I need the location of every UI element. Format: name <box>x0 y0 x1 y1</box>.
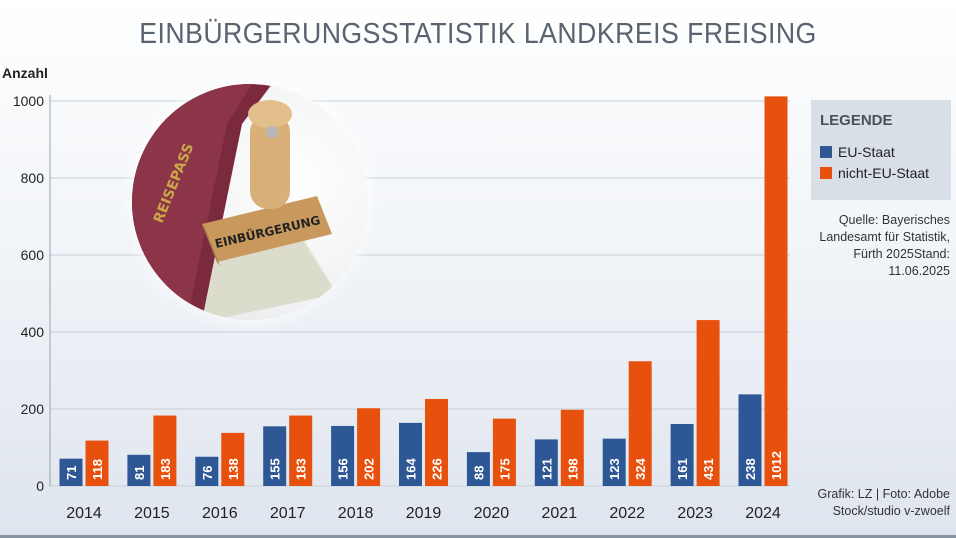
bar-non-eu <box>764 96 788 486</box>
y-tick-label: 600 <box>21 247 45 263</box>
legend-title: LEGENDE <box>820 112 893 129</box>
bar-non-eu <box>221 432 245 486</box>
bar-non-eu <box>425 398 448 486</box>
legend-label-eu: EU-Staat <box>838 144 895 160</box>
bar-value-label: 1012 <box>769 451 784 480</box>
bar-value-label: 431 <box>701 458 716 480</box>
bar-value-label: 183 <box>158 458 173 480</box>
legend: LEGENDE EU-Staat nicht-EU-Staat <box>811 100 951 200</box>
bar-eu <box>399 422 422 486</box>
bar-non-eu <box>696 320 720 486</box>
bar-value-label: 164 <box>404 458 419 480</box>
bar-value-label: 138 <box>226 458 241 480</box>
bar-eu <box>263 426 287 486</box>
bar-eu <box>602 438 626 486</box>
bar-value-label: 123 <box>607 458 622 480</box>
bar-non-eu <box>560 409 584 486</box>
bar-value-label: 198 <box>565 458 580 480</box>
legend-swatch-eu <box>820 146 832 158</box>
bar-eu <box>466 452 490 486</box>
x-tick-label: 2024 <box>745 505 781 522</box>
x-tick-label: 2014 <box>66 505 102 522</box>
page-title: EINBÜRGERUNGSSTATISTIK LANDKREIS FREISIN… <box>139 18 817 50</box>
bar-value-label: 175 <box>497 458 512 480</box>
bar-eu <box>59 458 83 486</box>
credit-note: Grafik: LZ | Foto: Adobe Stock/studio v-… <box>817 487 950 518</box>
y-tick-label: 400 <box>21 324 45 340</box>
bar-non-eu <box>153 415 177 486</box>
bar-value-label: 202 <box>362 458 377 480</box>
legend-item-eu: EU-Staat <box>820 144 895 160</box>
bar-eu <box>738 394 762 486</box>
bottom-border <box>0 535 956 538</box>
bar-value-label: 88 <box>471 466 486 480</box>
bar-value-label: 226 <box>430 458 445 480</box>
bar-value-label: 118 <box>90 459 105 480</box>
y-axis-label: Anzahl <box>2 65 48 81</box>
legend-label-non-eu: nicht-EU-Staat <box>838 165 930 181</box>
x-tick-label: 2015 <box>134 505 170 522</box>
x-tick-label: 2019 <box>406 505 442 522</box>
bar-non-eu <box>357 408 381 486</box>
x-tick-label: 2018 <box>338 505 374 522</box>
x-tick-label: 2021 <box>542 505 578 522</box>
x-tick-label: 2020 <box>474 505 510 522</box>
x-tick-label: 2022 <box>609 505 645 522</box>
y-tick-label: 200 <box>21 401 45 417</box>
bar-value-label: 71 <box>64 466 79 480</box>
legend-swatch-non-eu <box>820 167 832 179</box>
bar-value-label: 76 <box>200 466 215 480</box>
x-tick-label: 2017 <box>270 505 306 522</box>
bar-non-eu <box>628 361 652 486</box>
bar-value-label: 156 <box>336 458 351 480</box>
y-tick-label: 800 <box>21 170 45 186</box>
bar-value-label: 121 <box>539 458 554 480</box>
bar-value-label: 161 <box>675 458 690 480</box>
bar-value-label: 324 <box>633 458 648 480</box>
bar-eu <box>670 424 694 486</box>
x-tick-label: 2023 <box>677 505 713 522</box>
y-tick-label: 0 <box>36 478 44 494</box>
bar-non-eu <box>85 440 109 486</box>
x-tick-label: 2016 <box>202 505 238 522</box>
bar-value-label: 81 <box>132 466 147 480</box>
y-tick-label: 1000 <box>13 93 44 109</box>
bar-value-label: 155 <box>268 458 283 480</box>
bar-eu <box>127 454 151 486</box>
bar-value-label: 238 <box>743 458 758 480</box>
bar-eu <box>534 439 558 486</box>
bar-non-eu <box>289 415 313 486</box>
bar-eu <box>331 425 355 486</box>
legend-item-non-eu: nicht-EU-Staat <box>820 165 929 181</box>
source-note: Quelle: Bayerisches Landesamt für Statis… <box>819 213 950 278</box>
bar-non-eu <box>492 418 516 486</box>
bar-eu <box>195 456 219 486</box>
passport-stamp-photo: REISEPASS EINBÜRGERUNG <box>132 84 368 320</box>
bar-value-label: 183 <box>294 458 309 480</box>
